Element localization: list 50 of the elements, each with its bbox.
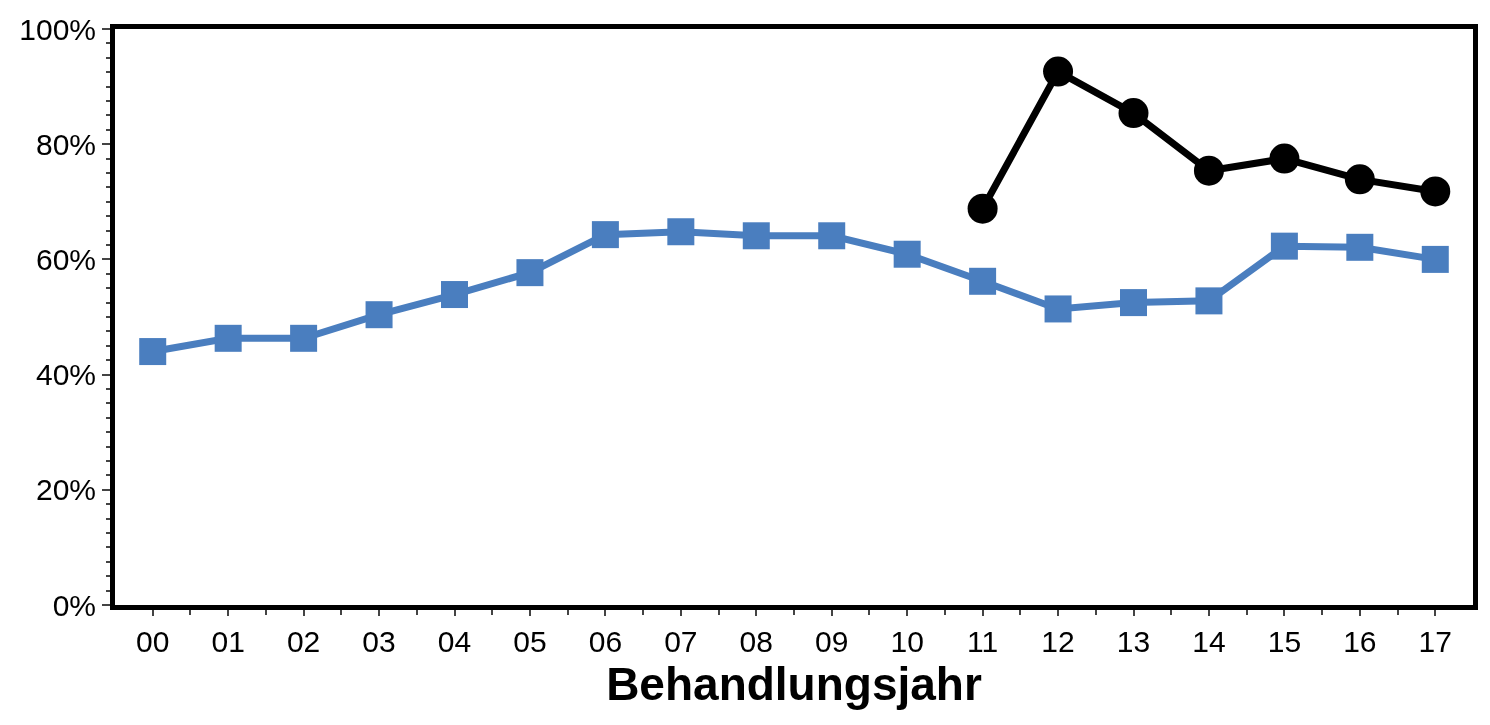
y-tick-label: 100%	[19, 12, 96, 46]
point	[1421, 245, 1449, 273]
point	[365, 301, 393, 329]
point	[1120, 289, 1147, 317]
x-axis-title: Behandlungsjahr	[606, 658, 982, 710]
y-tick-label: 40%	[35, 358, 96, 392]
x-tick-label: 06	[588, 625, 623, 658]
point	[667, 218, 695, 246]
point	[967, 193, 998, 224]
point	[1344, 164, 1375, 195]
point	[1269, 143, 1300, 174]
point	[1195, 287, 1223, 315]
point	[214, 324, 242, 352]
point	[742, 222, 770, 250]
x-tick-label: 05	[513, 625, 547, 658]
x-tick-label: 02	[286, 625, 321, 658]
x-tick-label: 15	[1267, 625, 1302, 658]
x-tick-label: 12	[1041, 625, 1075, 658]
point	[441, 281, 468, 309]
point	[1118, 98, 1149, 129]
y-tick-label: 80%	[35, 127, 96, 161]
point	[1346, 233, 1374, 261]
point	[1270, 232, 1298, 260]
x-tick-label: 10	[890, 625, 924, 658]
x-tick-label: 14	[1192, 625, 1226, 658]
y-tick-label: 0%	[52, 588, 96, 622]
x-tick-label: 09	[815, 625, 849, 658]
x-tick-label: 11	[967, 625, 999, 658]
x-tick-label: 08	[739, 625, 773, 658]
y-tick-label: 20%	[35, 473, 96, 507]
x-tick-label: 01	[211, 625, 245, 658]
point	[893, 240, 921, 268]
point	[290, 324, 318, 352]
point	[516, 259, 544, 287]
x-tick-label: 13	[1116, 625, 1151, 658]
x-tick-label: 03	[362, 625, 396, 658]
point	[139, 338, 167, 366]
x-tick-label: 00	[136, 625, 170, 658]
point	[1193, 155, 1224, 186]
point	[1043, 56, 1074, 87]
point	[969, 267, 997, 295]
x-tick-label: 16	[1343, 625, 1377, 658]
point	[1420, 176, 1451, 207]
x-tick-label: 17	[1418, 625, 1452, 658]
point	[1044, 295, 1072, 323]
y-tick-label: 60%	[35, 242, 96, 276]
x-tick-label: 07	[664, 625, 698, 658]
point	[591, 221, 619, 249]
point	[818, 222, 846, 250]
x-tick-label: 04	[437, 625, 472, 658]
